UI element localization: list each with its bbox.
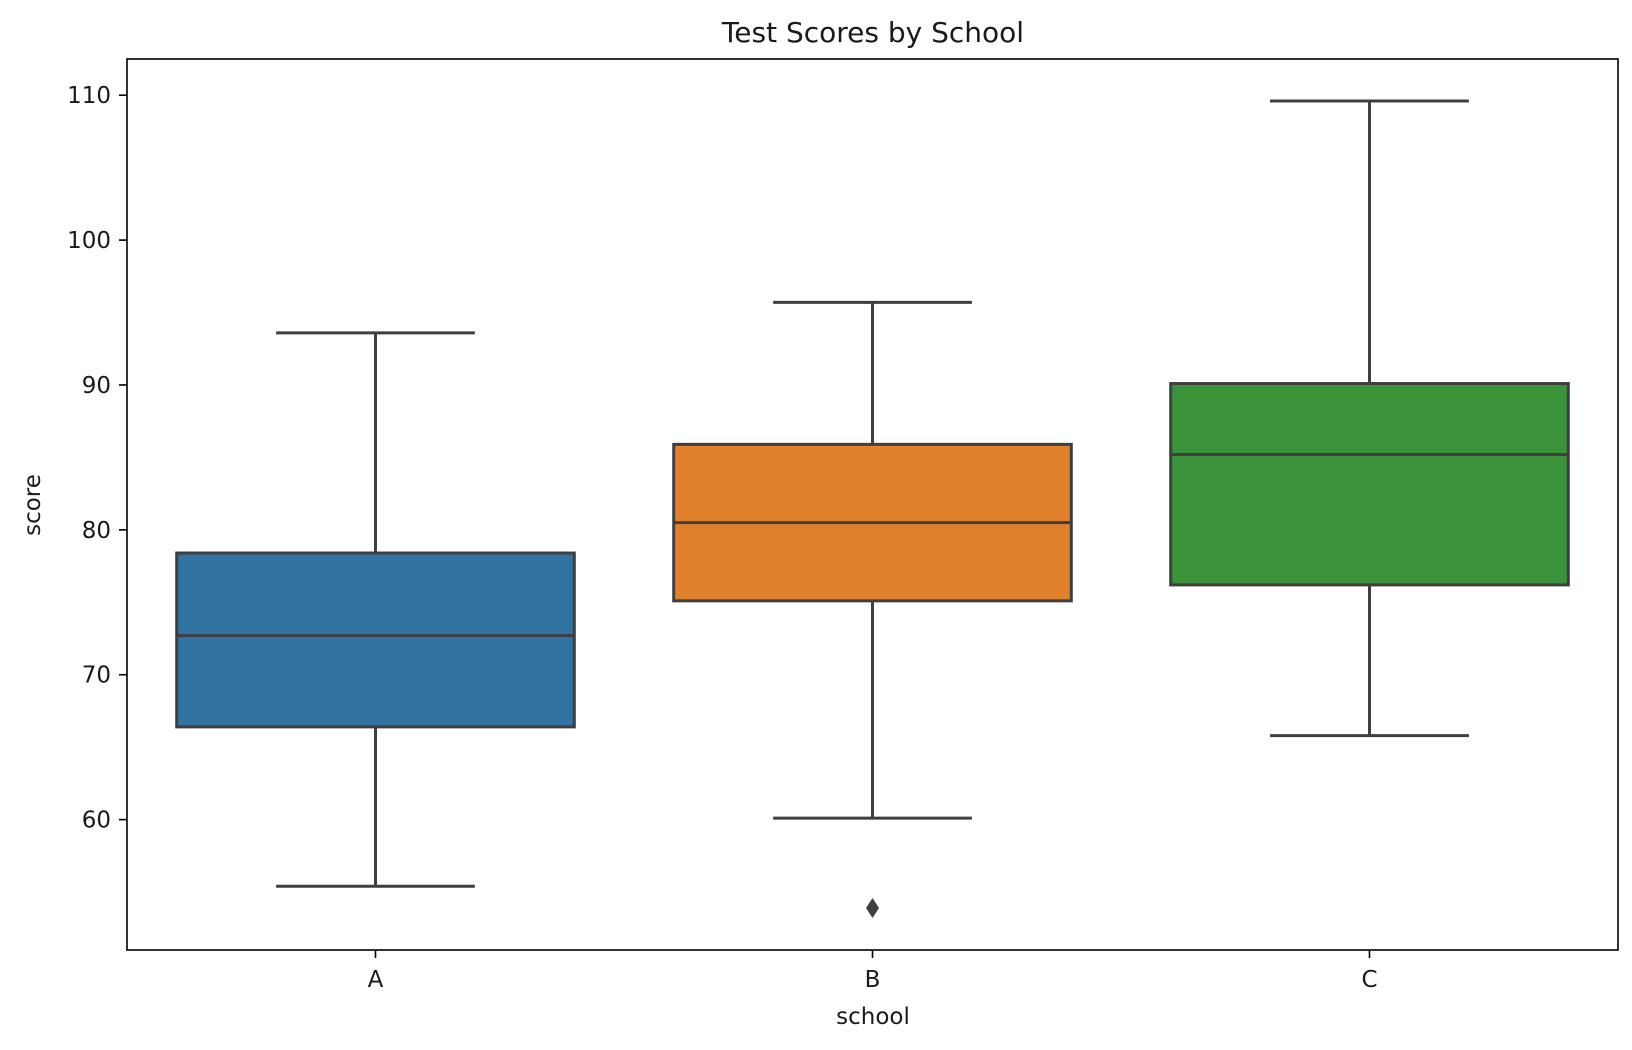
box-c: [1169, 382, 1570, 587]
box-a: [175, 551, 576, 729]
y-tick-label-110: 110: [67, 83, 111, 109]
x-tick-label-a: A: [368, 967, 384, 993]
box-group-b: [672, 300, 1073, 918]
x-tick-label-b: B: [865, 967, 881, 993]
x-axis-label: school: [836, 1004, 910, 1030]
box-group-a: [175, 331, 576, 888]
chart-marks: [175, 99, 1570, 918]
plot-frame: [126, 58, 1619, 951]
y-tick-label-100: 100: [67, 228, 111, 254]
y-tick-label-60: 60: [82, 808, 111, 834]
y-axis-label: score: [20, 474, 46, 536]
x-axis: A B C: [368, 950, 1378, 993]
x-tick-label-c: C: [1361, 967, 1377, 993]
y-axis: 60 70 80 90 100 110: [67, 83, 127, 834]
y-tick-label-80: 80: [82, 518, 111, 544]
box-group-c: [1169, 99, 1570, 738]
chart-title: Test Scores by School: [721, 16, 1024, 49]
y-tick-label-90: 90: [82, 373, 111, 399]
outlier-point-b-0: [866, 897, 879, 918]
y-tick-label-70: 70: [82, 663, 111, 689]
